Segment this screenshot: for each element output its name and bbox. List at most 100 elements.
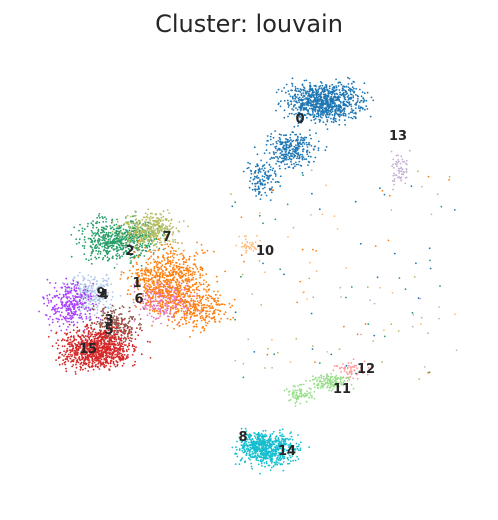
cluster-0-point bbox=[286, 99, 289, 102]
cluster-1-point bbox=[167, 302, 170, 305]
cluster-3-point bbox=[65, 339, 68, 342]
cluster-0-point bbox=[277, 181, 280, 184]
cluster-0-point bbox=[279, 138, 282, 141]
cluster-2-point bbox=[107, 240, 109, 243]
cluster-3-point bbox=[128, 332, 131, 334]
cluster-0-point bbox=[281, 153, 283, 156]
cluster-5-point bbox=[127, 335, 129, 337]
cluster-5-point bbox=[121, 305, 124, 307]
cluster-0-point bbox=[293, 125, 296, 128]
cluster-0-point bbox=[315, 96, 318, 99]
cluster-0-point bbox=[306, 109, 309, 111]
cluster-4-point bbox=[64, 290, 67, 293]
cluster-0-point bbox=[370, 96, 373, 99]
cluster-4-point bbox=[55, 290, 58, 293]
cluster-0-point bbox=[256, 165, 259, 168]
cluster-0-point bbox=[331, 102, 334, 105]
cluster-7-point bbox=[133, 232, 136, 235]
cluster-1-point bbox=[161, 309, 164, 312]
cluster-1-point bbox=[200, 304, 203, 307]
cluster-0-point bbox=[349, 89, 352, 92]
cluster-2-point bbox=[90, 241, 92, 244]
cluster-9-point bbox=[102, 303, 105, 306]
cluster-0-point bbox=[317, 115, 320, 118]
cluster-3-point bbox=[88, 338, 91, 340]
cluster-4-point bbox=[50, 301, 53, 303]
cluster-4-point bbox=[67, 286, 70, 289]
cluster-4-point bbox=[60, 297, 63, 299]
cluster-9-point bbox=[101, 297, 104, 299]
cluster-1-point bbox=[200, 308, 203, 311]
cluster-0-point bbox=[293, 153, 295, 156]
cluster-0-point bbox=[335, 98, 338, 101]
cluster-4-point bbox=[76, 306, 79, 309]
cluster-1-point bbox=[159, 291, 162, 294]
cluster-2-point bbox=[115, 223, 118, 226]
cluster-7-point bbox=[168, 212, 171, 215]
cluster-0-point bbox=[258, 167, 261, 170]
cluster-1-point bbox=[189, 255, 191, 258]
cluster-2-point bbox=[99, 250, 102, 253]
cluster-1-point bbox=[158, 279, 160, 281]
cluster-4-point bbox=[66, 305, 69, 308]
cluster-1-point bbox=[188, 296, 191, 298]
cluster-6-point bbox=[133, 319, 136, 322]
cluster-5-point bbox=[115, 321, 118, 324]
cluster-2-point bbox=[111, 257, 114, 259]
cluster-2-point bbox=[95, 247, 98, 249]
cluster-7-point bbox=[128, 226, 130, 229]
cluster-4-point bbox=[66, 320, 68, 323]
cluster-0-point bbox=[303, 102, 305, 105]
cluster-4-point bbox=[74, 313, 77, 315]
cluster-1-point bbox=[204, 251, 206, 254]
cluster-0-point bbox=[283, 144, 285, 147]
cluster-1-point bbox=[196, 319, 199, 322]
cluster-9-point bbox=[99, 292, 101, 295]
cluster-2-point bbox=[92, 232, 95, 235]
cluster-3-point bbox=[65, 333, 68, 336]
cluster-3-point bbox=[93, 339, 96, 341]
cluster-1-point bbox=[187, 274, 190, 277]
cluster-5-point bbox=[127, 322, 130, 325]
cluster-4-point bbox=[56, 320, 59, 323]
cluster-4-point bbox=[54, 282, 57, 284]
cluster-0-point bbox=[275, 151, 277, 154]
cluster-7-point bbox=[152, 227, 155, 230]
cluster-0-point bbox=[316, 101, 318, 104]
cluster-1-point bbox=[132, 265, 135, 267]
cluster-0-point bbox=[277, 157, 280, 160]
cluster-4-point bbox=[60, 329, 63, 332]
cluster-0-point bbox=[257, 185, 260, 188]
cluster-1-point bbox=[185, 259, 188, 261]
cluster-0-point bbox=[343, 104, 346, 107]
cluster-2-point bbox=[91, 234, 93, 237]
cluster-9-point bbox=[109, 303, 112, 306]
cluster-1-point bbox=[195, 281, 198, 284]
cluster-1-point bbox=[169, 294, 172, 297]
cluster-0-point bbox=[254, 169, 257, 172]
cluster-5-point bbox=[132, 315, 135, 318]
cluster-1-point bbox=[208, 313, 211, 316]
cluster-2-point bbox=[113, 242, 116, 245]
cluster-0-point bbox=[289, 142, 292, 145]
cluster-0-point bbox=[319, 85, 322, 87]
cluster-0-point bbox=[291, 77, 294, 80]
cluster-0-point bbox=[308, 141, 310, 144]
cluster-0-point bbox=[353, 87, 355, 90]
cluster-7-point bbox=[127, 221, 130, 224]
cluster-0-point bbox=[337, 82, 340, 84]
cluster-0-point bbox=[279, 156, 281, 159]
cluster-0-point bbox=[299, 141, 301, 144]
cluster-4-point bbox=[78, 305, 81, 308]
cluster-4-point bbox=[72, 297, 75, 300]
cluster-0-point bbox=[274, 130, 276, 133]
cluster-0-point bbox=[295, 139, 297, 142]
cluster-7-point bbox=[159, 226, 162, 229]
cluster-0-point bbox=[318, 95, 321, 97]
cluster-2-point bbox=[89, 245, 92, 248]
cluster-3-point bbox=[121, 319, 124, 322]
cluster-1-point bbox=[141, 268, 143, 270]
cluster-1-point bbox=[189, 266, 191, 269]
cluster-4-point bbox=[38, 310, 40, 313]
cluster-0-point bbox=[300, 143, 303, 146]
